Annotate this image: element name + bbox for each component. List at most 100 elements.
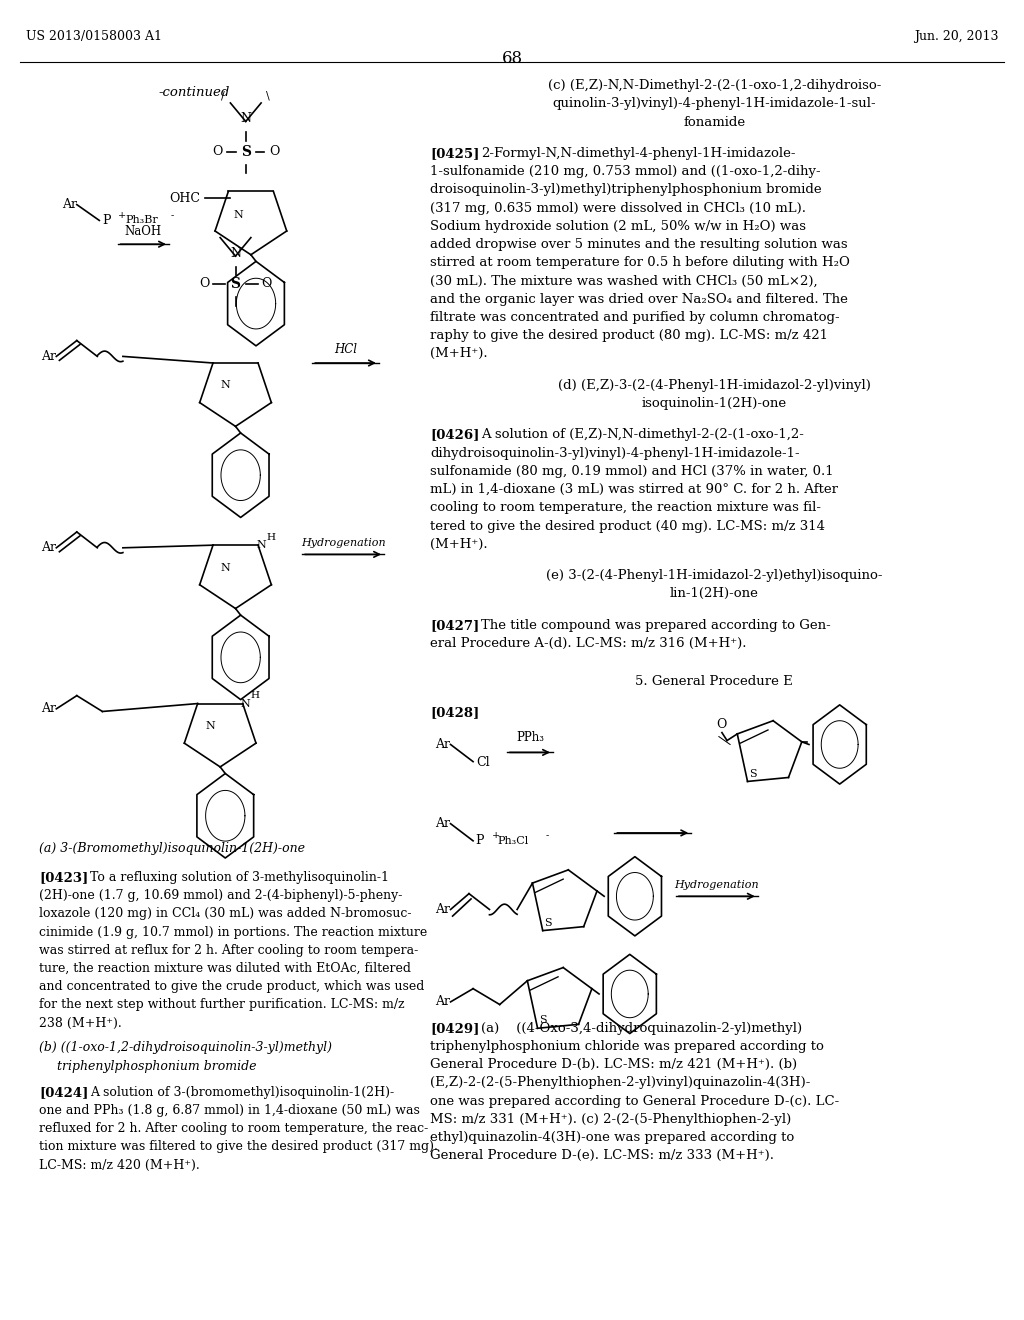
Text: N: N bbox=[220, 562, 230, 573]
Text: tered to give the desired product (40 mg). LC-MS: m/z 314: tered to give the desired product (40 mg… bbox=[430, 520, 825, 532]
Text: S: S bbox=[544, 917, 552, 928]
Text: [0426]: [0426] bbox=[430, 429, 479, 441]
Text: P: P bbox=[475, 834, 483, 847]
Text: (317 mg, 0.635 mmol) were dissolved in CHCl₃ (10 mL).: (317 mg, 0.635 mmol) were dissolved in C… bbox=[430, 202, 806, 215]
Text: S: S bbox=[749, 768, 757, 779]
Text: and the organic layer was dried over Na₂SO₄ and filtered. The: and the organic layer was dried over Na₂… bbox=[430, 293, 848, 306]
Text: \: \ bbox=[266, 90, 270, 100]
Text: (a) 3-(Bromomethyl)isoquinolin-1(2H)-one: (a) 3-(Bromomethyl)isoquinolin-1(2H)-one bbox=[39, 842, 305, 855]
Text: 5. General Procedure E: 5. General Procedure E bbox=[635, 675, 794, 688]
Text: N: N bbox=[220, 380, 230, 391]
Text: (c) (E,Z)-N,N-Dimethyl-2-(2-(1-oxo-1,2-dihydroiso-: (c) (E,Z)-N,N-Dimethyl-2-(2-(1-oxo-1,2-d… bbox=[548, 79, 881, 92]
Text: O: O bbox=[212, 145, 222, 158]
Text: dihydroisoquinolin-3-yl)vinyl)-4-phenyl-1H-imidazole-1-: dihydroisoquinolin-3-yl)vinyl)-4-phenyl-… bbox=[430, 446, 800, 459]
Text: Ar: Ar bbox=[435, 903, 451, 916]
Text: [0427]: [0427] bbox=[430, 619, 479, 632]
Text: -continued: -continued bbox=[159, 86, 230, 99]
Text: S: S bbox=[230, 277, 241, 290]
Text: OHC: OHC bbox=[169, 191, 200, 205]
Text: for the next step without further purification. LC-MS: m/z: for the next step without further purifi… bbox=[39, 998, 404, 1011]
Text: +: + bbox=[492, 832, 500, 840]
Text: N: N bbox=[230, 247, 241, 260]
Text: S: S bbox=[241, 145, 251, 158]
Text: cooling to room temperature, the reaction mixture was fil-: cooling to room temperature, the reactio… bbox=[430, 502, 821, 515]
Text: /: / bbox=[221, 90, 225, 100]
Text: 68: 68 bbox=[502, 50, 522, 67]
Text: and concentrated to give the crude product, which was used: and concentrated to give the crude produ… bbox=[39, 981, 424, 993]
Text: Ar: Ar bbox=[435, 738, 451, 751]
Text: N: N bbox=[256, 540, 266, 550]
Text: one and PPh₃ (1.8 g, 6.87 mmol) in 1,4-dioxane (50 mL) was: one and PPh₃ (1.8 g, 6.87 mmol) in 1,4-d… bbox=[39, 1104, 420, 1117]
Text: mL) in 1,4-dioxane (3 mL) was stirred at 90° C. for 2 h. After: mL) in 1,4-dioxane (3 mL) was stirred at… bbox=[430, 483, 838, 496]
Text: sulfonamide (80 mg, 0.19 mmol) and HCl (37% in water, 0.1: sulfonamide (80 mg, 0.19 mmol) and HCl (… bbox=[430, 465, 834, 478]
Text: N: N bbox=[205, 721, 215, 731]
Text: loxazole (120 mg) in CCl₄ (30 mL) was added N-bromosuc-: loxazole (120 mg) in CCl₄ (30 mL) was ad… bbox=[39, 907, 412, 920]
Text: NaOH: NaOH bbox=[125, 224, 162, 238]
Text: (a)    ((4-Oxo-3,4-dihydroquinazolin-2-yl)methyl): (a) ((4-Oxo-3,4-dihydroquinazolin-2-yl)m… bbox=[481, 1022, 803, 1035]
Text: ture, the reaction mixture was diluted with EtOAc, filtered: ture, the reaction mixture was diluted w… bbox=[39, 962, 411, 975]
Text: Sodium hydroxide solution (2 mL, 50% w/w in H₂O) was: Sodium hydroxide solution (2 mL, 50% w/w… bbox=[430, 220, 806, 232]
Text: Ar: Ar bbox=[41, 702, 56, 715]
Text: A solution of 3-(bromomethyl)isoquinolin-1(2H)-: A solution of 3-(bromomethyl)isoquinolin… bbox=[90, 1086, 394, 1098]
Text: O: O bbox=[200, 277, 210, 290]
Text: fonamide: fonamide bbox=[683, 116, 745, 128]
Text: HCl: HCl bbox=[334, 343, 357, 356]
Text: (b) ((1-oxo-1,2-dihydroisoquinolin-3-yl)methyl): (b) ((1-oxo-1,2-dihydroisoquinolin-3-yl)… bbox=[39, 1041, 332, 1055]
Text: O: O bbox=[261, 277, 271, 290]
Text: S: S bbox=[539, 1015, 547, 1026]
Text: N: N bbox=[241, 698, 251, 709]
Text: [0429]: [0429] bbox=[430, 1022, 479, 1035]
Text: droisoquinolin-3-yl)methyl)triphenylphosphonium bromide: droisoquinolin-3-yl)methyl)triphenylphos… bbox=[430, 183, 821, 197]
Text: 1-sulfonamide (210 mg, 0.753 mmol) and ((1-oxo-1,2-dihy-: 1-sulfonamide (210 mg, 0.753 mmol) and (… bbox=[430, 165, 820, 178]
Text: cinimide (1.9 g, 10.7 mmol) in portions. The reaction mixture: cinimide (1.9 g, 10.7 mmol) in portions.… bbox=[39, 925, 427, 939]
Text: eral Procedure A-(d). LC-MS: m/z 316 (M+H⁺).: eral Procedure A-(d). LC-MS: m/z 316 (M+… bbox=[430, 638, 746, 649]
Text: Hydrogenation: Hydrogenation bbox=[301, 537, 385, 548]
Text: MS: m/z 331 (M+H⁺). (c) 2-(2-(5-Phenylthiophen-2-yl): MS: m/z 331 (M+H⁺). (c) 2-(2-(5-Phenylth… bbox=[430, 1113, 792, 1126]
Text: To a refluxing solution of 3-methylisoquinolin-1: To a refluxing solution of 3-methylisoqu… bbox=[90, 871, 389, 884]
Text: O: O bbox=[717, 718, 727, 731]
Text: [0423]: [0423] bbox=[39, 871, 88, 884]
Text: O: O bbox=[269, 145, 280, 158]
Text: H: H bbox=[266, 533, 275, 541]
Text: -: - bbox=[171, 211, 174, 219]
Text: was stirred at reflux for 2 h. After cooling to room tempera-: was stirred at reflux for 2 h. After coo… bbox=[39, 944, 418, 957]
Text: [0424]: [0424] bbox=[39, 1086, 88, 1098]
Text: LC-MS: m/z 420 (M+H⁺).: LC-MS: m/z 420 (M+H⁺). bbox=[39, 1159, 200, 1172]
Text: Ar: Ar bbox=[41, 541, 56, 554]
Text: Ar: Ar bbox=[435, 817, 451, 830]
Text: N: N bbox=[241, 112, 251, 125]
Text: tion mixture was filtered to give the desired product (317 mg).: tion mixture was filtered to give the de… bbox=[39, 1140, 438, 1154]
Text: (M+H⁺).: (M+H⁺). bbox=[430, 347, 487, 360]
Text: 238 (M+H⁺).: 238 (M+H⁺). bbox=[39, 1016, 122, 1030]
Text: -: - bbox=[546, 832, 549, 840]
Text: Ar: Ar bbox=[61, 198, 77, 211]
Text: quinolin-3-yl)vinyl)-4-phenyl-1H-imidazole-1-sul-: quinolin-3-yl)vinyl)-4-phenyl-1H-imidazo… bbox=[552, 98, 877, 111]
Text: isoquinolin-1(2H)-one: isoquinolin-1(2H)-one bbox=[642, 397, 786, 411]
Text: triphenylphosphonium chloride was prepared according to: triphenylphosphonium chloride was prepar… bbox=[430, 1040, 824, 1053]
Text: Ph₃Br: Ph₃Br bbox=[125, 215, 158, 226]
Text: (e) 3-(2-(4-Phenyl-1H-imidazol-2-yl)ethyl)isoquino-: (e) 3-(2-(4-Phenyl-1H-imidazol-2-yl)ethy… bbox=[546, 569, 883, 582]
Text: raphy to give the desired product (80 mg). LC-MS: m/z 421: raphy to give the desired product (80 mg… bbox=[430, 329, 828, 342]
Text: A solution of (E,Z)-N,N-dimethyl-2-(2-(1-oxo-1,2-: A solution of (E,Z)-N,N-dimethyl-2-(2-(1… bbox=[481, 429, 804, 441]
Text: (E,Z)-2-(2-(5-Phenylthiophen-2-yl)vinyl)quinazolin-4(3H)-: (E,Z)-2-(2-(5-Phenylthiophen-2-yl)vinyl)… bbox=[430, 1076, 810, 1089]
Text: H: H bbox=[251, 692, 260, 700]
Text: General Procedure D-(e). LC-MS: m/z 333 (M+H⁺).: General Procedure D-(e). LC-MS: m/z 333 … bbox=[430, 1150, 774, 1162]
Text: +: + bbox=[118, 211, 126, 219]
Text: refluxed for 2 h. After cooling to room temperature, the reac-: refluxed for 2 h. After cooling to room … bbox=[39, 1122, 428, 1135]
Text: N: N bbox=[233, 210, 244, 220]
Text: [0425]: [0425] bbox=[430, 147, 479, 160]
Text: 2-Formyl-N,N-dimethyl-4-phenyl-1H-imidazole-: 2-Formyl-N,N-dimethyl-4-phenyl-1H-imidaz… bbox=[481, 147, 796, 160]
Text: Hydrogenation: Hydrogenation bbox=[675, 879, 759, 890]
Text: one was prepared according to General Procedure D-(c). LC-: one was prepared according to General Pr… bbox=[430, 1094, 840, 1107]
Text: Ar: Ar bbox=[41, 350, 56, 363]
Text: (d) (E,Z)-3-(2-(4-Phenyl-1H-imidazol-2-yl)vinyl): (d) (E,Z)-3-(2-(4-Phenyl-1H-imidazol-2-y… bbox=[558, 379, 870, 392]
Text: added dropwise over 5 minutes and the resulting solution was: added dropwise over 5 minutes and the re… bbox=[430, 238, 848, 251]
Text: P: P bbox=[102, 214, 111, 227]
Text: Jun. 20, 2013: Jun. 20, 2013 bbox=[913, 30, 998, 44]
Text: triphenylphosphonium bromide: triphenylphosphonium bromide bbox=[57, 1060, 257, 1073]
Text: (M+H⁺).: (M+H⁺). bbox=[430, 537, 487, 550]
Text: General Procedure D-(b). LC-MS: m/z 421 (M+H⁺). (b): General Procedure D-(b). LC-MS: m/z 421 … bbox=[430, 1059, 798, 1071]
Text: [0428]: [0428] bbox=[430, 706, 479, 719]
Text: The title compound was prepared according to Gen-: The title compound was prepared accordin… bbox=[481, 619, 831, 632]
Text: Ar: Ar bbox=[435, 995, 451, 1008]
